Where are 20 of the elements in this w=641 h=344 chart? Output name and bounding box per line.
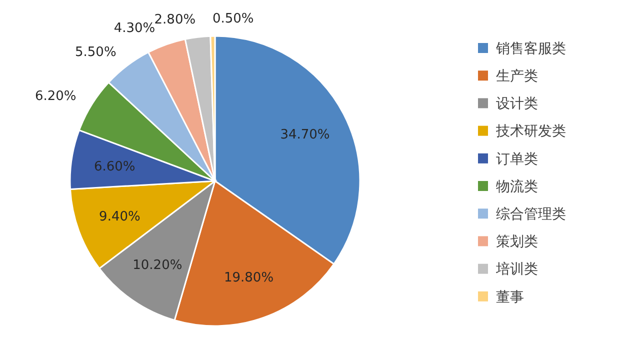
- data-label: 5.50%: [75, 44, 116, 60]
- legend-label: 董事: [496, 289, 524, 306]
- legend-label: 培训类: [495, 262, 538, 278]
- data-label: 0.50%: [212, 12, 254, 27]
- data-label: 4.30%: [114, 21, 156, 36]
- legend-label: 订单类: [496, 151, 538, 168]
- legend-label: 物流类: [496, 178, 538, 195]
- legend-label: 综合管理类: [496, 206, 566, 222]
- data-label: 6.20%: [34, 88, 76, 104]
- legend-label: 技术研发类: [495, 124, 566, 140]
- legend-label: 策划类: [496, 234, 538, 250]
- data-label: 34.70%: [280, 128, 330, 143]
- data-label: 10.20%: [132, 258, 182, 274]
- data-label: 9.40%: [99, 210, 140, 225]
- legend-label: 销售客服类: [495, 40, 566, 57]
- data-label: 6.60%: [94, 159, 136, 174]
- legend-label: 设计类: [496, 96, 538, 112]
- legend-label: 生产类: [496, 68, 538, 84]
- data-label: 19.80%: [224, 270, 274, 286]
- data-label: 2.80%: [154, 12, 196, 28]
